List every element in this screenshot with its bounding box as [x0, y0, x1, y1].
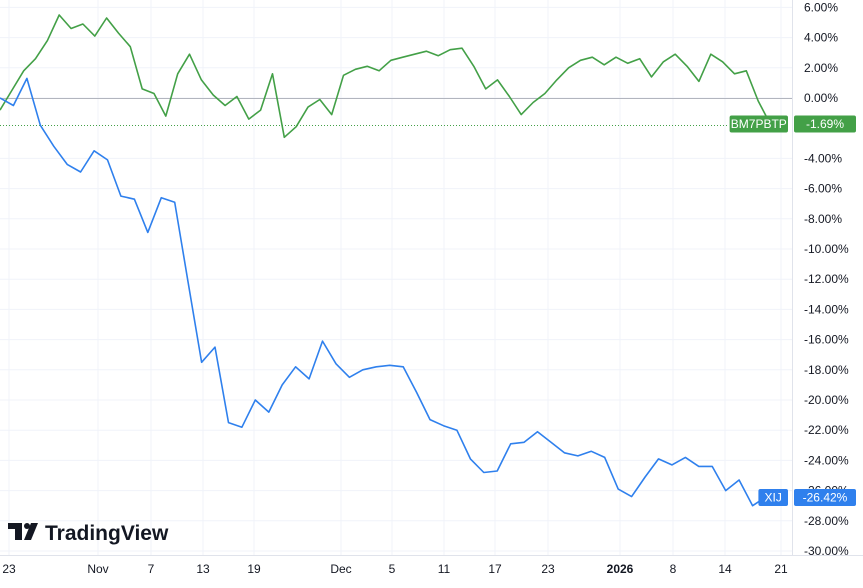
y-tick-label: 6.00%	[804, 0, 838, 14]
series-line-bm7pbtp[interactable]	[0, 14, 771, 139]
x-tick-label: 7	[148, 562, 155, 576]
y-axis[interactable]: 6.00% 4.00% 2.00% 0.00% -4.00% -6.00% -8.00% -1…	[804, 0, 849, 558]
x-tick-label: 13	[196, 562, 210, 576]
y-tick-label: -6.00%	[804, 182, 842, 196]
y-tick-label: -14.00%	[804, 302, 849, 316]
x-tick-label: 23	[2, 562, 16, 576]
series-value-label: -26.42%	[803, 490, 848, 504]
x-tick-label: 19	[247, 562, 261, 576]
tradingview-logo-mark	[24, 523, 38, 540]
series-name-tag	[758, 488, 788, 506]
x-tick-label: 14	[718, 562, 732, 576]
y-tick-label: -30.00%	[804, 544, 849, 558]
tradingview-logo-icon	[8, 523, 22, 540]
y-tick-label: -22.00%	[804, 423, 849, 437]
series-name-label: BM7PBTP	[731, 117, 787, 131]
tradingview-logo-text: TradingView	[45, 522, 169, 545]
y-tick-label: -4.00%	[804, 151, 842, 165]
series-layer	[0, 14, 771, 507]
x-tick-label: 5	[389, 562, 396, 576]
series-tag-xij: XIJ -26.42%	[758, 488, 856, 506]
series-value-label: -1.69%	[806, 117, 844, 131]
series-name-label: XIJ	[765, 490, 782, 504]
x-tick-label: 17	[488, 562, 502, 576]
y-tick-label: -24.00%	[804, 453, 849, 467]
tradingview-logo-dot	[24, 523, 30, 529]
y-tick-label: -12.00%	[804, 272, 849, 286]
y-tick-label: -28.00%	[804, 514, 849, 528]
x-tick-label: 2026	[607, 562, 634, 576]
y-tick-label: 4.00%	[804, 31, 838, 45]
x-tick-label: Dec	[330, 562, 351, 576]
y-tick-label: 0.00%	[804, 91, 838, 105]
y-tick-label: -18.00%	[804, 363, 849, 377]
y-tick-label: -10.00%	[804, 242, 849, 256]
x-axis[interactable]: 23 Nov 7 13 19 Dec 5 11 17 23 2026 8 14 21	[2, 562, 788, 576]
series-tags: BM7PBTP -1.69% XIJ -26.42%	[729, 115, 856, 506]
x-tick-label: 21	[774, 562, 788, 576]
y-tick-label: 2.00%	[804, 61, 838, 75]
tradingview-logo[interactable]: TradingView	[8, 522, 169, 545]
x-tick-label: Nov	[87, 562, 108, 576]
series-value-tag	[794, 115, 856, 133]
series-name-tag	[729, 115, 788, 133]
grid	[0, 0, 792, 555]
x-tick-label: 11	[438, 562, 451, 576]
x-tick-label: 8	[670, 562, 677, 576]
x-tick-label: 23	[541, 562, 555, 576]
y-tick-label: -8.00%	[804, 212, 842, 226]
series-tag-bm7pbtp: BM7PBTP -1.69%	[729, 115, 856, 133]
y-tick-label: -20.00%	[804, 393, 849, 407]
series-value-tag	[794, 488, 856, 506]
y-tick-label: -16.00%	[804, 333, 849, 347]
series-line-xij[interactable]	[0, 77, 767, 507]
